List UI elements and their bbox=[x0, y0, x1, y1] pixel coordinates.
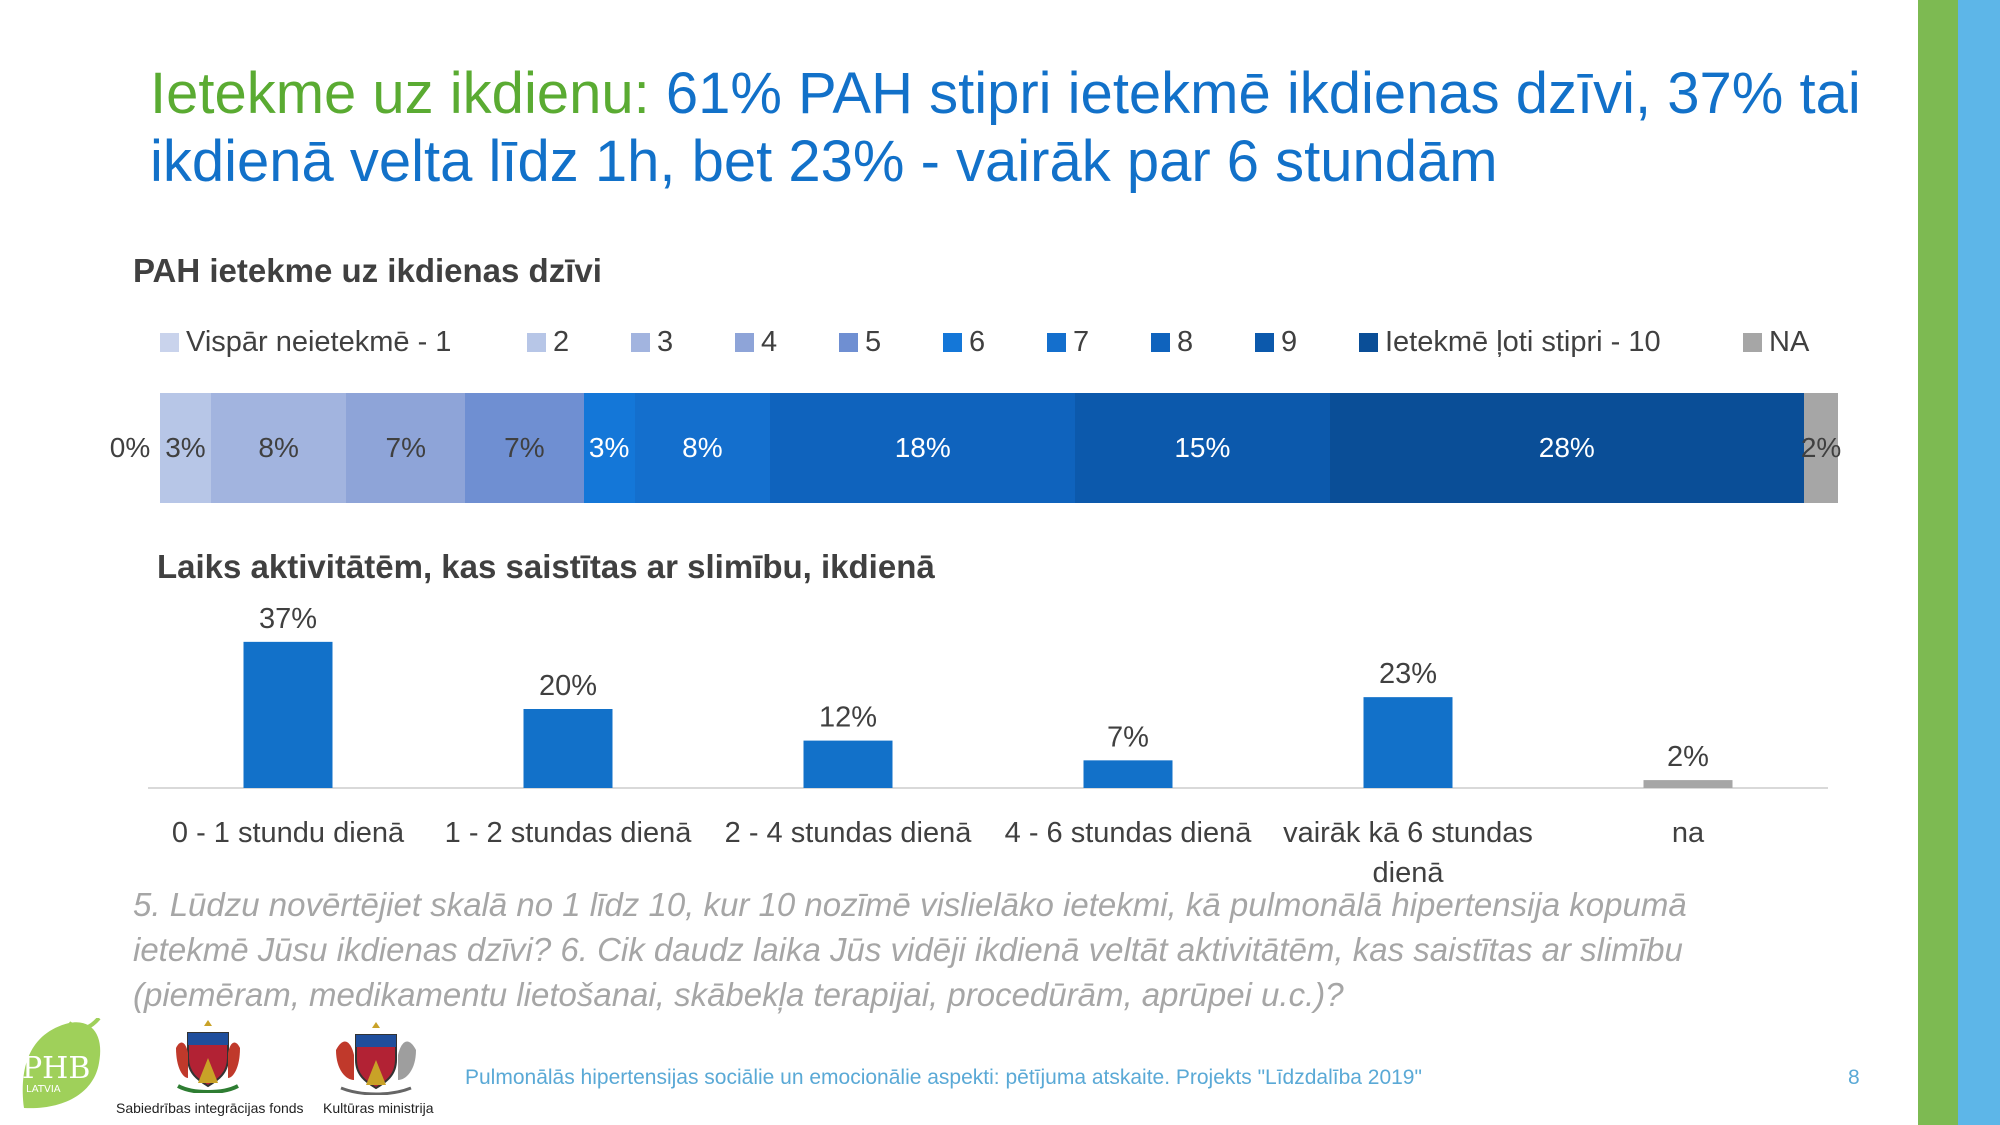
legend-label: Vispār neietekmē - 1 bbox=[186, 325, 452, 358]
bar-value-label: 2% bbox=[1667, 741, 1709, 773]
stack-segment bbox=[1075, 393, 1330, 503]
stack-segment bbox=[634, 393, 771, 503]
legend-item: 9 bbox=[1255, 322, 1297, 362]
crest-caption-sif: Sabiedrības integrācijas fonds bbox=[116, 1100, 304, 1116]
legend-item: 4 bbox=[735, 322, 777, 362]
state-crest-icon bbox=[176, 1020, 240, 1093]
legend-item: Vispār neietekmē - 1 bbox=[160, 322, 451, 362]
impact-chart-title: PAH ietekme uz ikdienas dzīvi bbox=[133, 252, 602, 289]
category-label: dienā bbox=[1373, 857, 1445, 889]
impact-stacked-bar: 0% 3% 8% 7% 7% 3% 8% 18% 15% 28% 2% bbox=[110, 393, 1841, 503]
bar bbox=[1083, 760, 1173, 788]
legend-label: 5 bbox=[865, 325, 882, 358]
legend-label: NA bbox=[1769, 325, 1810, 358]
legend-label: 7 bbox=[1073, 325, 1090, 358]
stack-segment bbox=[770, 393, 1076, 503]
legend-item: NA bbox=[1743, 322, 1809, 362]
legend-label: 6 bbox=[969, 325, 986, 358]
crest-caption-km: Kultūras ministrija bbox=[323, 1100, 434, 1116]
legend-item: 2 bbox=[527, 322, 569, 362]
stack-segment bbox=[465, 393, 584, 503]
stack-segment-label: 3% bbox=[165, 432, 206, 463]
phb-logo-text: PHB bbox=[22, 1051, 90, 1086]
stack-segment-label: 8% bbox=[258, 432, 299, 463]
stack-segment-label: 3% bbox=[588, 432, 630, 463]
stack-segment-label: 15% bbox=[1174, 432, 1231, 463]
bar-value-label: 7% bbox=[1107, 721, 1149, 753]
category-label: 2 - 4 stundas dienā bbox=[725, 817, 973, 849]
state-crest-icon bbox=[336, 1022, 416, 1095]
legend-label: 2 bbox=[553, 325, 570, 358]
bar-value-label: 20% bbox=[539, 670, 597, 702]
bar-value-label: 37% bbox=[259, 603, 317, 635]
legend-label: 8 bbox=[1177, 325, 1194, 358]
stack-segment bbox=[1804, 393, 1838, 503]
legend-item: 7 bbox=[1047, 322, 1089, 362]
stack-segment-label: 0% bbox=[109, 432, 151, 463]
bar bbox=[1363, 697, 1453, 788]
bar-value-label: 23% bbox=[1379, 658, 1437, 690]
accent-stripe-green bbox=[1918, 0, 1958, 1125]
legend-label: 4 bbox=[761, 325, 778, 358]
survey-question-note: 5. Lūdzu novērtējiet skalā no 1 līdz 10,… bbox=[133, 886, 1687, 1013]
phb-leaf-icon: PHB LATVIA bbox=[22, 1016, 101, 1109]
accent-stripe-blue bbox=[1958, 0, 2000, 1125]
bar bbox=[1643, 780, 1733, 788]
legend-label: 3 bbox=[657, 325, 674, 358]
legend-swatch bbox=[160, 332, 179, 352]
legend-item: 3 bbox=[631, 322, 673, 362]
legend-label: Ietekmē ļoti stipri - 10 bbox=[1385, 325, 1661, 358]
category-label: vairāk kā 6 stundas bbox=[1283, 817, 1533, 849]
bar bbox=[803, 740, 893, 788]
bar bbox=[523, 709, 613, 788]
phb-logo: PHB LATVIA bbox=[14, 1016, 109, 1113]
stack-segment-label: 18% bbox=[894, 432, 951, 463]
category-label: na bbox=[1672, 817, 1705, 849]
legend-swatch bbox=[1047, 332, 1066, 352]
slide-title: Ietekme uz ikdienu: 61% PAH stipri ietek… bbox=[150, 60, 1870, 196]
legend-swatch bbox=[1151, 332, 1170, 352]
footer-text: Pulmonālās hipertensijas sociālie un emo… bbox=[465, 1066, 1422, 1089]
phb-logo-subtext: LATVIA bbox=[26, 1084, 61, 1095]
legend-swatch bbox=[527, 332, 546, 352]
page-number: 8 bbox=[1848, 1066, 1860, 1089]
legend-item: 6 bbox=[943, 322, 985, 362]
time-chart-title: Laiks aktivitātēm, kas saistītas ar slim… bbox=[157, 548, 935, 585]
stack-segment bbox=[160, 393, 211, 503]
legend-swatch bbox=[839, 332, 858, 352]
legend-label: 9 bbox=[1281, 325, 1298, 358]
bar bbox=[243, 641, 333, 788]
slide-title-main: 61% PAH stipri ietekmē ikdienas dzīvi, 3… bbox=[150, 61, 1861, 194]
stack-segment-label: 8% bbox=[682, 432, 723, 463]
legend-swatch bbox=[631, 332, 650, 352]
stack-segment-label: 7% bbox=[385, 432, 426, 463]
category-label: 0 - 1 stundu dienā bbox=[172, 817, 405, 849]
legend-item: Ietekmē ļoti stipri - 10 bbox=[1359, 322, 1661, 362]
legend-swatch bbox=[735, 332, 754, 352]
stack-segment bbox=[346, 393, 466, 503]
category-label: 4 - 6 stundas dienā bbox=[1005, 817, 1253, 849]
stack-segment bbox=[210, 393, 347, 503]
legend-swatch bbox=[1359, 332, 1378, 352]
legend-swatch bbox=[1743, 332, 1762, 352]
impact-chart-legend: Vispār neietekmē - 1 2 3 4 5 6 7 8 9 Ietekmē ļoti… bbox=[160, 322, 1860, 362]
stack-segment bbox=[583, 393, 635, 503]
stack-segment-label: 2% bbox=[1800, 432, 1842, 463]
time-bar-chart: 37% 0 - 1 stundu dienā 20% 1 - 2 stundas di… bbox=[148, 603, 1828, 889]
stack-segment bbox=[1329, 393, 1805, 503]
legend-item: 5 bbox=[839, 322, 881, 362]
category-label: 1 - 2 stundas dienā bbox=[445, 817, 693, 849]
stack-segment-label: 28% bbox=[1538, 432, 1595, 463]
bar-value-label: 12% bbox=[819, 702, 877, 734]
legend-swatch bbox=[943, 332, 962, 352]
legend-swatch bbox=[1255, 332, 1274, 352]
stack-segment-label: 7% bbox=[504, 432, 545, 463]
slide-title-lead: Ietekme uz ikdienu: bbox=[150, 61, 650, 126]
legend-item: 8 bbox=[1151, 322, 1193, 362]
